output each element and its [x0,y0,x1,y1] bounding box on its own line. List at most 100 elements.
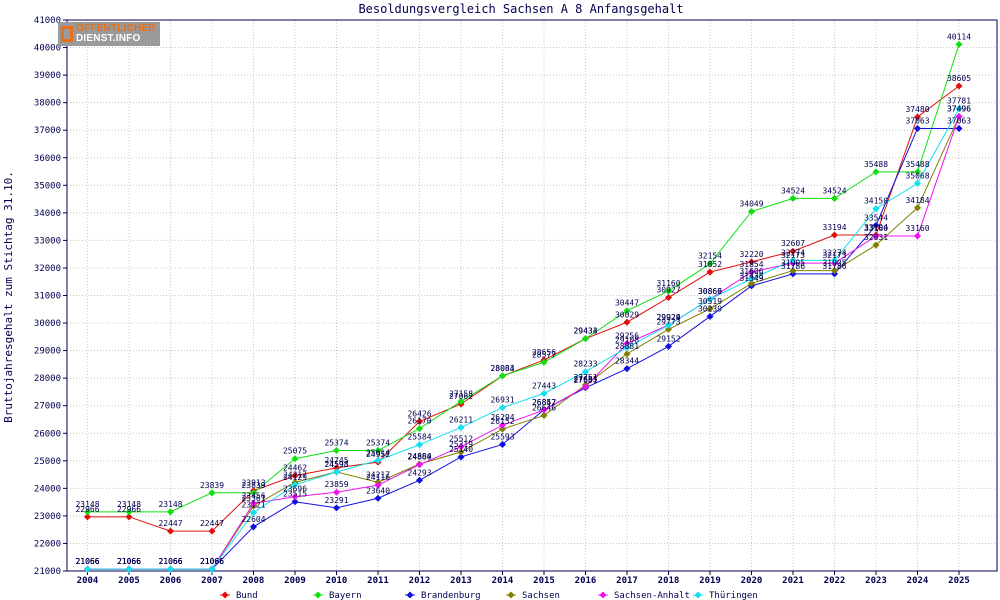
data-point [415,476,424,484]
data-point [664,293,673,302]
series-line-Sachsen-Anhalt [87,116,960,570]
data-point [540,411,548,419]
data-point [623,307,631,315]
data-point [913,232,922,240]
data-point [415,417,424,426]
data-label: 28083 [490,364,514,373]
data-label: 21066 [158,557,182,566]
y-tick-label: 34000 [34,209,61,219]
data-label: 26847 [532,398,556,407]
data-point [706,268,714,276]
series-line-Thüringen [87,108,960,570]
y-axis-label: Bruttojahresgehalt zum Stichtag 31.10. [2,171,15,423]
data-label: 21066 [200,557,224,566]
data-label: 34184 [905,196,929,205]
data-label: 25512 [449,435,473,444]
data-point [415,441,424,449]
y-tick-label: 28000 [34,374,61,384]
data-label: 25319 [449,440,473,449]
data-label: 21066 [200,557,224,566]
legend-label: Brandenburg [421,591,481,600]
legend: Bund Bayern Brandenburg Sachsen Sachsen-Anha… [220,591,758,600]
data-label: 28344 [615,357,639,366]
data-label: 23839 [200,481,224,490]
data-point [291,481,299,489]
data-point [747,279,756,287]
data-label: 21066 [158,557,182,566]
y-tick-label: 39000 [34,71,61,81]
x-tick-label: 2015 [533,576,555,586]
data-point [955,124,963,132]
y-tick-label: 23000 [34,512,61,522]
data-label: 30866 [698,287,722,296]
y-tick-label: 33000 [34,236,61,246]
axes: 21000 22000 23000 24000 25000 26000 27000 28000… [34,16,998,586]
data-label: 30239 [698,304,722,313]
data-label: 23839 [241,481,265,490]
x-tick-label: 2010 [326,576,348,586]
data-label: 29433 [573,327,597,336]
data-point [623,344,631,352]
data-point [83,565,92,573]
legend-label: Sachsen [522,591,560,600]
data-label: 23291 [324,496,348,505]
data-label: 30927 [656,286,680,295]
data-point [664,342,673,350]
x-tick-label: 2006 [160,576,182,586]
data-label: 23148 [75,500,99,509]
data-label: 31905 [822,259,846,268]
data-label: 21066 [158,557,182,566]
data-label: 31160 [656,279,680,288]
data-label: 23515 [283,490,307,499]
data-label: 24129 [283,473,307,482]
data-label: 31854 [739,260,763,269]
legend-swatch-marker [599,591,607,599]
data-label: 25014 [366,448,390,457]
data-label: 29108 [615,336,639,345]
data-label: 25140 [449,445,473,454]
data-label: 30447 [615,299,639,308]
data-label: 21066 [75,557,99,566]
data-point [747,275,756,283]
data-label: 32173 [781,251,805,260]
y-tick-label: 25000 [34,457,61,467]
data-label: 33544 [864,213,888,222]
site-logo: ÖFFENTLICHER DIENST.INFO [58,22,160,46]
data-label: 21066 [200,557,224,566]
data-label: 24952 [366,450,390,459]
data-label: 32274 [822,248,846,257]
data-point [913,204,922,212]
data-label: 35068 [905,171,929,180]
data-label: 24745 [324,456,348,465]
series-line-Bayern [87,44,960,513]
data-point [830,231,839,239]
data-label: 24293 [407,468,431,477]
y-tick-label: 37000 [34,126,61,136]
data-label: 38605 [947,74,971,83]
data-label: 32607 [781,239,805,248]
data-label: 37781 [947,97,971,106]
data-point [208,527,216,535]
x-tick-label: 2013 [450,576,472,586]
data-label: 29924 [656,313,680,322]
data-label: 40114 [947,32,971,41]
series-line-Brandenburg [87,127,959,570]
data-label: 27158 [449,389,473,398]
data-point [789,256,797,264]
data-point [540,406,548,414]
y-tick-label: 29000 [34,347,61,357]
data-label: 21066 [117,557,141,566]
data-point [374,446,382,455]
legend-swatch-marker [406,591,414,599]
data-label: 29256 [615,332,639,341]
data-point [498,425,507,433]
grid [67,20,997,571]
data-label: 29929 [656,313,680,322]
data-point [706,305,714,313]
data-point [540,358,548,366]
data-point [166,527,175,535]
data-point [664,287,673,295]
data-label: 26152 [490,417,514,426]
legend-label: Bund [236,591,258,600]
